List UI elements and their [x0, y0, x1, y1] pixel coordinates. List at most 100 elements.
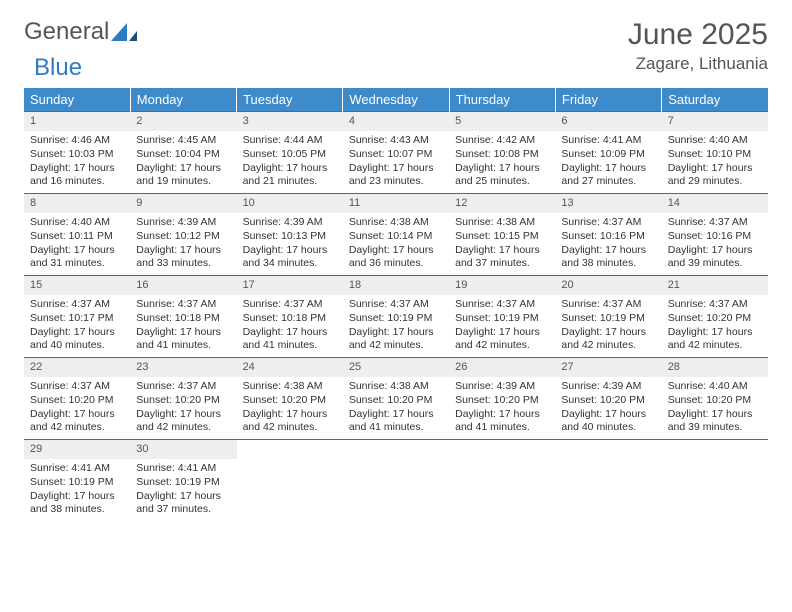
calendar-cell: 14Sunrise: 4:37 AMSunset: 10:16 PMDaylig…	[662, 194, 768, 276]
calendar-cell: 19Sunrise: 4:37 AMSunset: 10:19 PMDaylig…	[449, 276, 555, 358]
calendar-cell: 6Sunrise: 4:41 AMSunset: 10:09 PMDayligh…	[555, 112, 661, 194]
day-number: 17	[237, 276, 343, 295]
calendar-cell: 1Sunrise: 4:46 AMSunset: 10:03 PMDayligh…	[24, 112, 130, 194]
day-number: 14	[662, 194, 768, 213]
day-details: Sunrise: 4:37 AMSunset: 10:20 PMDaylight…	[24, 377, 130, 439]
month-title: June 2025	[628, 18, 768, 52]
logo: General	[24, 18, 137, 46]
day-details: Sunrise: 4:37 AMSunset: 10:19 PMDaylight…	[555, 295, 661, 357]
day-number: 1	[24, 112, 130, 131]
day-number: 9	[130, 194, 236, 213]
day-details: Sunrise: 4:46 AMSunset: 10:03 PMDaylight…	[24, 131, 130, 193]
calendar-cell: 4Sunrise: 4:43 AMSunset: 10:07 PMDayligh…	[343, 112, 449, 194]
day-number: 20	[555, 276, 661, 295]
day-number: 24	[237, 358, 343, 377]
calendar-cell: 3Sunrise: 4:44 AMSunset: 10:05 PMDayligh…	[237, 112, 343, 194]
day-details: Sunrise: 4:38 AMSunset: 10:14 PMDaylight…	[343, 213, 449, 275]
calendar-cell: 8Sunrise: 4:40 AMSunset: 10:11 PMDayligh…	[24, 194, 130, 276]
header: General June 2025 Zagare, Lithuania	[24, 18, 768, 74]
day-details: Sunrise: 4:37 AMSunset: 10:16 PMDaylight…	[555, 213, 661, 275]
calendar-cell: 16Sunrise: 4:37 AMSunset: 10:18 PMDaylig…	[130, 276, 236, 358]
day-number: 5	[449, 112, 555, 131]
day-details: Sunrise: 4:43 AMSunset: 10:07 PMDaylight…	[343, 131, 449, 193]
day-number: 30	[130, 440, 236, 459]
day-number: 29	[24, 440, 130, 459]
calendar-cell: 10Sunrise: 4:39 AMSunset: 10:13 PMDaylig…	[237, 194, 343, 276]
calendar-cell: 30Sunrise: 4:41 AMSunset: 10:19 PMDaylig…	[130, 440, 236, 522]
weekday-header: Thursday	[449, 88, 555, 112]
day-details: Sunrise: 4:40 AMSunset: 10:11 PMDaylight…	[24, 213, 130, 275]
calendar-cell: 22Sunrise: 4:37 AMSunset: 10:20 PMDaylig…	[24, 358, 130, 440]
day-details: Sunrise: 4:37 AMSunset: 10:18 PMDaylight…	[237, 295, 343, 357]
day-number: 27	[555, 358, 661, 377]
calendar-cell: 7Sunrise: 4:40 AMSunset: 10:10 PMDayligh…	[662, 112, 768, 194]
calendar-table: Sunday Monday Tuesday Wednesday Thursday…	[24, 88, 768, 522]
day-details: Sunrise: 4:40 AMSunset: 10:10 PMDaylight…	[662, 131, 768, 193]
day-number: 6	[555, 112, 661, 131]
calendar-row: 22Sunrise: 4:37 AMSunset: 10:20 PMDaylig…	[24, 358, 768, 440]
calendar-cell: 26Sunrise: 4:39 AMSunset: 10:20 PMDaylig…	[449, 358, 555, 440]
weekday-header-row: Sunday Monday Tuesday Wednesday Thursday…	[24, 88, 768, 112]
calendar-row: 29Sunrise: 4:41 AMSunset: 10:19 PMDaylig…	[24, 440, 768, 522]
calendar-cell: 9Sunrise: 4:39 AMSunset: 10:12 PMDayligh…	[130, 194, 236, 276]
weekday-header: Tuesday	[237, 88, 343, 112]
location: Zagare, Lithuania	[628, 54, 768, 74]
weekday-header: Monday	[130, 88, 236, 112]
day-details: Sunrise: 4:37 AMSunset: 10:16 PMDaylight…	[662, 213, 768, 275]
calendar-cell: 23Sunrise: 4:37 AMSunset: 10:20 PMDaylig…	[130, 358, 236, 440]
calendar-row: 15Sunrise: 4:37 AMSunset: 10:17 PMDaylig…	[24, 276, 768, 358]
calendar-cell: 21Sunrise: 4:37 AMSunset: 10:20 PMDaylig…	[662, 276, 768, 358]
calendar-cell: 18Sunrise: 4:37 AMSunset: 10:19 PMDaylig…	[343, 276, 449, 358]
day-number: 11	[343, 194, 449, 213]
day-details: Sunrise: 4:41 AMSunset: 10:09 PMDaylight…	[555, 131, 661, 193]
day-number: 16	[130, 276, 236, 295]
calendar-cell	[343, 440, 449, 522]
calendar-cell	[662, 440, 768, 522]
day-number: 7	[662, 112, 768, 131]
day-number: 2	[130, 112, 236, 131]
day-number: 18	[343, 276, 449, 295]
day-number: 25	[343, 358, 449, 377]
day-details: Sunrise: 4:44 AMSunset: 10:05 PMDaylight…	[237, 131, 343, 193]
day-number: 15	[24, 276, 130, 295]
day-details: Sunrise: 4:40 AMSunset: 10:20 PMDaylight…	[662, 377, 768, 439]
day-number: 28	[662, 358, 768, 377]
day-details: Sunrise: 4:37 AMSunset: 10:18 PMDaylight…	[130, 295, 236, 357]
logo-text-general: General	[24, 18, 109, 46]
day-number: 13	[555, 194, 661, 213]
calendar-cell: 24Sunrise: 4:38 AMSunset: 10:20 PMDaylig…	[237, 358, 343, 440]
calendar-row: 1Sunrise: 4:46 AMSunset: 10:03 PMDayligh…	[24, 112, 768, 194]
calendar-cell	[237, 440, 343, 522]
day-number: 23	[130, 358, 236, 377]
calendar-cell: 20Sunrise: 4:37 AMSunset: 10:19 PMDaylig…	[555, 276, 661, 358]
calendar-cell: 13Sunrise: 4:37 AMSunset: 10:16 PMDaylig…	[555, 194, 661, 276]
day-details: Sunrise: 4:37 AMSunset: 10:19 PMDaylight…	[343, 295, 449, 357]
calendar-cell: 15Sunrise: 4:37 AMSunset: 10:17 PMDaylig…	[24, 276, 130, 358]
day-details: Sunrise: 4:39 AMSunset: 10:20 PMDaylight…	[555, 377, 661, 439]
weekday-header: Sunday	[24, 88, 130, 112]
calendar-cell: 5Sunrise: 4:42 AMSunset: 10:08 PMDayligh…	[449, 112, 555, 194]
calendar-cell: 17Sunrise: 4:37 AMSunset: 10:18 PMDaylig…	[237, 276, 343, 358]
day-details: Sunrise: 4:37 AMSunset: 10:19 PMDaylight…	[449, 295, 555, 357]
logo-sail-icon	[111, 23, 137, 41]
day-details: Sunrise: 4:41 AMSunset: 10:19 PMDaylight…	[130, 459, 236, 521]
day-details: Sunrise: 4:37 AMSunset: 10:20 PMDaylight…	[130, 377, 236, 439]
calendar-cell: 25Sunrise: 4:38 AMSunset: 10:20 PMDaylig…	[343, 358, 449, 440]
calendar-cell: 27Sunrise: 4:39 AMSunset: 10:20 PMDaylig…	[555, 358, 661, 440]
weekday-header: Wednesday	[343, 88, 449, 112]
day-number: 26	[449, 358, 555, 377]
day-details: Sunrise: 4:37 AMSunset: 10:17 PMDaylight…	[24, 295, 130, 357]
calendar-cell	[449, 440, 555, 522]
day-details: Sunrise: 4:38 AMSunset: 10:20 PMDaylight…	[343, 377, 449, 439]
day-number: 8	[24, 194, 130, 213]
day-details: Sunrise: 4:41 AMSunset: 10:19 PMDaylight…	[24, 459, 130, 521]
day-details: Sunrise: 4:42 AMSunset: 10:08 PMDaylight…	[449, 131, 555, 193]
day-number: 22	[24, 358, 130, 377]
logo-text-blue: Blue	[34, 54, 82, 81]
day-number: 21	[662, 276, 768, 295]
day-details: Sunrise: 4:39 AMSunset: 10:13 PMDaylight…	[237, 213, 343, 275]
calendar-cell: 12Sunrise: 4:38 AMSunset: 10:15 PMDaylig…	[449, 194, 555, 276]
day-details: Sunrise: 4:45 AMSunset: 10:04 PMDaylight…	[130, 131, 236, 193]
title-block: June 2025 Zagare, Lithuania	[628, 18, 768, 74]
day-number: 10	[237, 194, 343, 213]
